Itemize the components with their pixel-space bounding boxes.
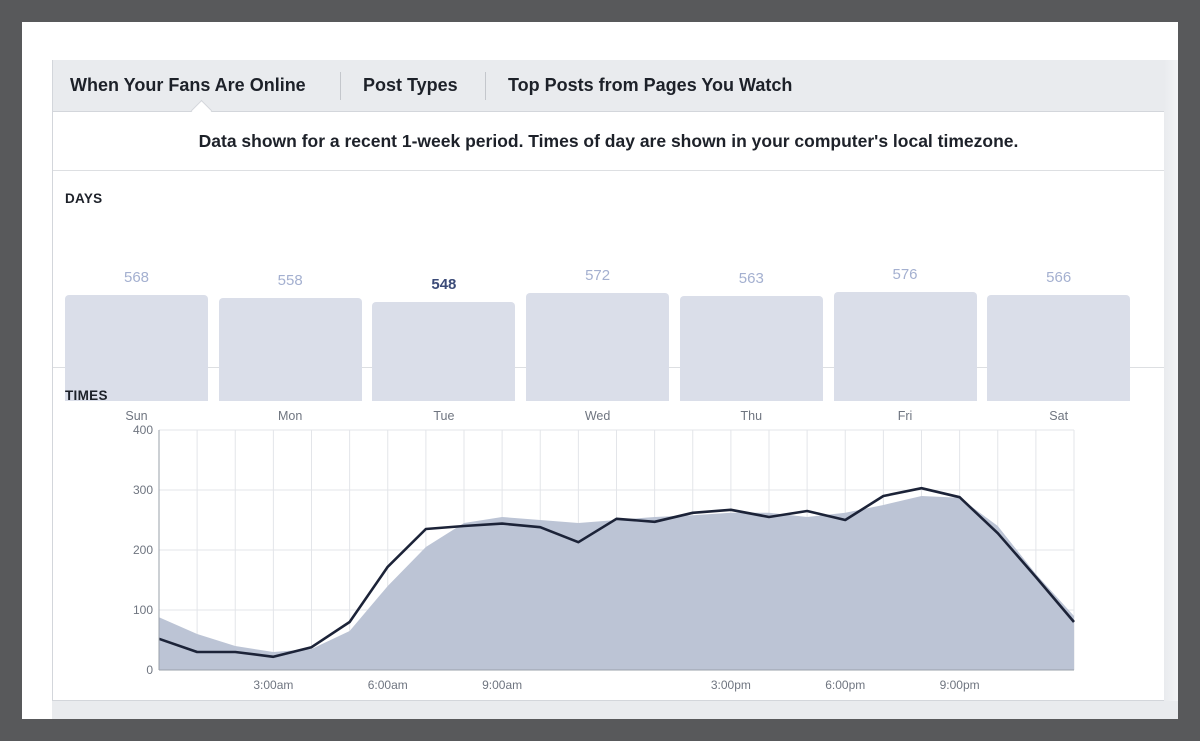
tab-separator (340, 72, 341, 100)
screenshot-frame: When Your Fans Are Online Post Types Top… (22, 22, 1178, 719)
tab-top-posts[interactable]: Top Posts from Pages You Watch (508, 75, 793, 95)
day-bar[interactable] (987, 295, 1131, 401)
day-name-label: Wed (584, 409, 611, 423)
y-tick-label: 0 (146, 663, 153, 677)
day-value-label: 568 (123, 268, 150, 286)
day-bar[interactable] (372, 302, 516, 401)
days-section: DAYS 568 Sun 558 Mon 548 Tue 572 Wed 563 Thu 576 Fr… (53, 171, 1164, 423)
tab-post-types[interactable]: Post Types (363, 75, 458, 95)
y-tick-label: 100 (133, 603, 153, 617)
x-tick-label: 3:00pm (711, 678, 751, 692)
x-tick-label: 3:00am (253, 678, 293, 692)
days-title: DAYS (65, 191, 103, 206)
panel-edge (1164, 60, 1178, 719)
day-value-label: 548 (431, 276, 457, 293)
tab-when-fans-online[interactable]: When Your Fans Are Online (70, 75, 306, 95)
day-value-label: 563 (738, 270, 764, 288)
day-value-label: 566 (1046, 269, 1072, 287)
times-section: TIMES 0 100 200 300 400 3:00am 6:00am 9:00am 3:0… (53, 368, 1164, 700)
day-value-label: 558 (277, 272, 303, 290)
y-tick-label: 400 (133, 423, 153, 437)
line-series (158, 486, 1075, 659)
day-bar[interactable] (833, 291, 977, 401)
day-bar[interactable] (218, 298, 362, 401)
x-tick-label: 9:00am (482, 678, 522, 692)
x-tick-label: 6:00am (368, 678, 408, 692)
x-tick-label: 6:00pm (825, 678, 865, 692)
day-name-label: Tue (433, 409, 455, 423)
day-name-label: Sun (125, 409, 148, 423)
day-name-label: Fri (897, 409, 913, 423)
panel-footer-strip (52, 701, 1178, 719)
day-bar[interactable] (526, 293, 670, 401)
day-value-label: 576 (892, 265, 918, 283)
y-tick-label: 200 (133, 543, 153, 557)
insights-panel: When Your Fans Are Online Post Types Top… (52, 60, 1165, 701)
times-chart: 0 100 200 300 400 3:00am 6:00am 9:00am 3:00pm 6:0… (133, 423, 1075, 692)
times-title: TIMES (65, 388, 108, 403)
day-value-label: 572 (585, 267, 611, 284)
tab-bar: When Your Fans Are Online Post Types Top… (53, 60, 1164, 112)
day-bar[interactable] (65, 294, 208, 401)
info-text: Data shown for a recent 1-week period. T… (53, 112, 1164, 171)
day-name-label: Thu (740, 409, 763, 423)
day-bar[interactable] (679, 296, 823, 401)
tab-separator (485, 72, 486, 100)
day-name-label: Sat (1049, 409, 1069, 423)
area-series (159, 496, 1074, 670)
day-name-label: Mon (278, 409, 303, 423)
x-tick-label: 9:00pm (940, 678, 980, 692)
y-tick-label: 300 (133, 483, 153, 497)
